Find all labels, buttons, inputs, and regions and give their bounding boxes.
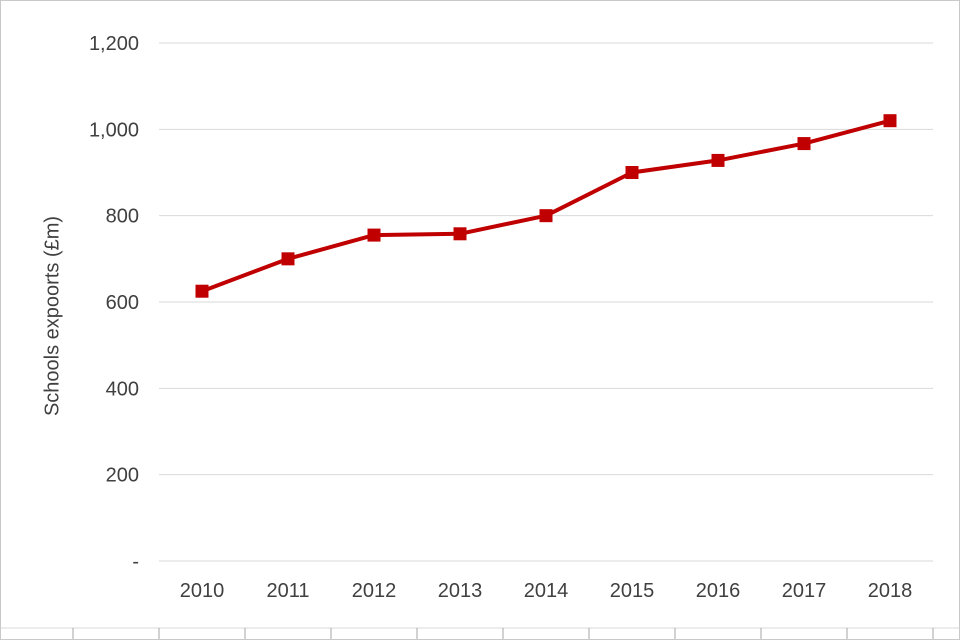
y-tick-label: - [132, 551, 139, 573]
series-marker [453, 227, 467, 241]
series-marker [281, 252, 295, 266]
y-tick-label: 400 [106, 378, 139, 400]
series-marker [625, 166, 639, 179]
x-tick-label: 2012 [352, 580, 397, 602]
y-axis-title: Schools expoorts (£m) [41, 215, 64, 417]
x-tick-label: 2016 [696, 580, 741, 602]
y-tick-label: 1,000 [89, 119, 139, 141]
x-tick-label: 2011 [266, 580, 309, 602]
series-marker [539, 209, 553, 223]
x-tick-label: 2014 [524, 580, 569, 602]
series-line [200, 118, 892, 294]
series-marker [883, 114, 897, 128]
x-tick-label: 2015 [610, 580, 655, 602]
y-tick-label: 600 [106, 292, 139, 314]
series-marker [797, 137, 811, 151]
x-tick-label: 2010 [180, 580, 225, 602]
x-tick-label: 2013 [438, 580, 483, 602]
y-tick-label: 1,200 [89, 33, 139, 55]
series-marker [711, 153, 725, 167]
y-tick-label: 800 [106, 206, 139, 228]
x-tick-label: 2017 [782, 580, 827, 602]
series-marker [195, 284, 209, 298]
x-tick-label: 2018 [868, 580, 913, 602]
series-marker [367, 228, 381, 242]
y-tick-label: 200 [106, 465, 139, 487]
